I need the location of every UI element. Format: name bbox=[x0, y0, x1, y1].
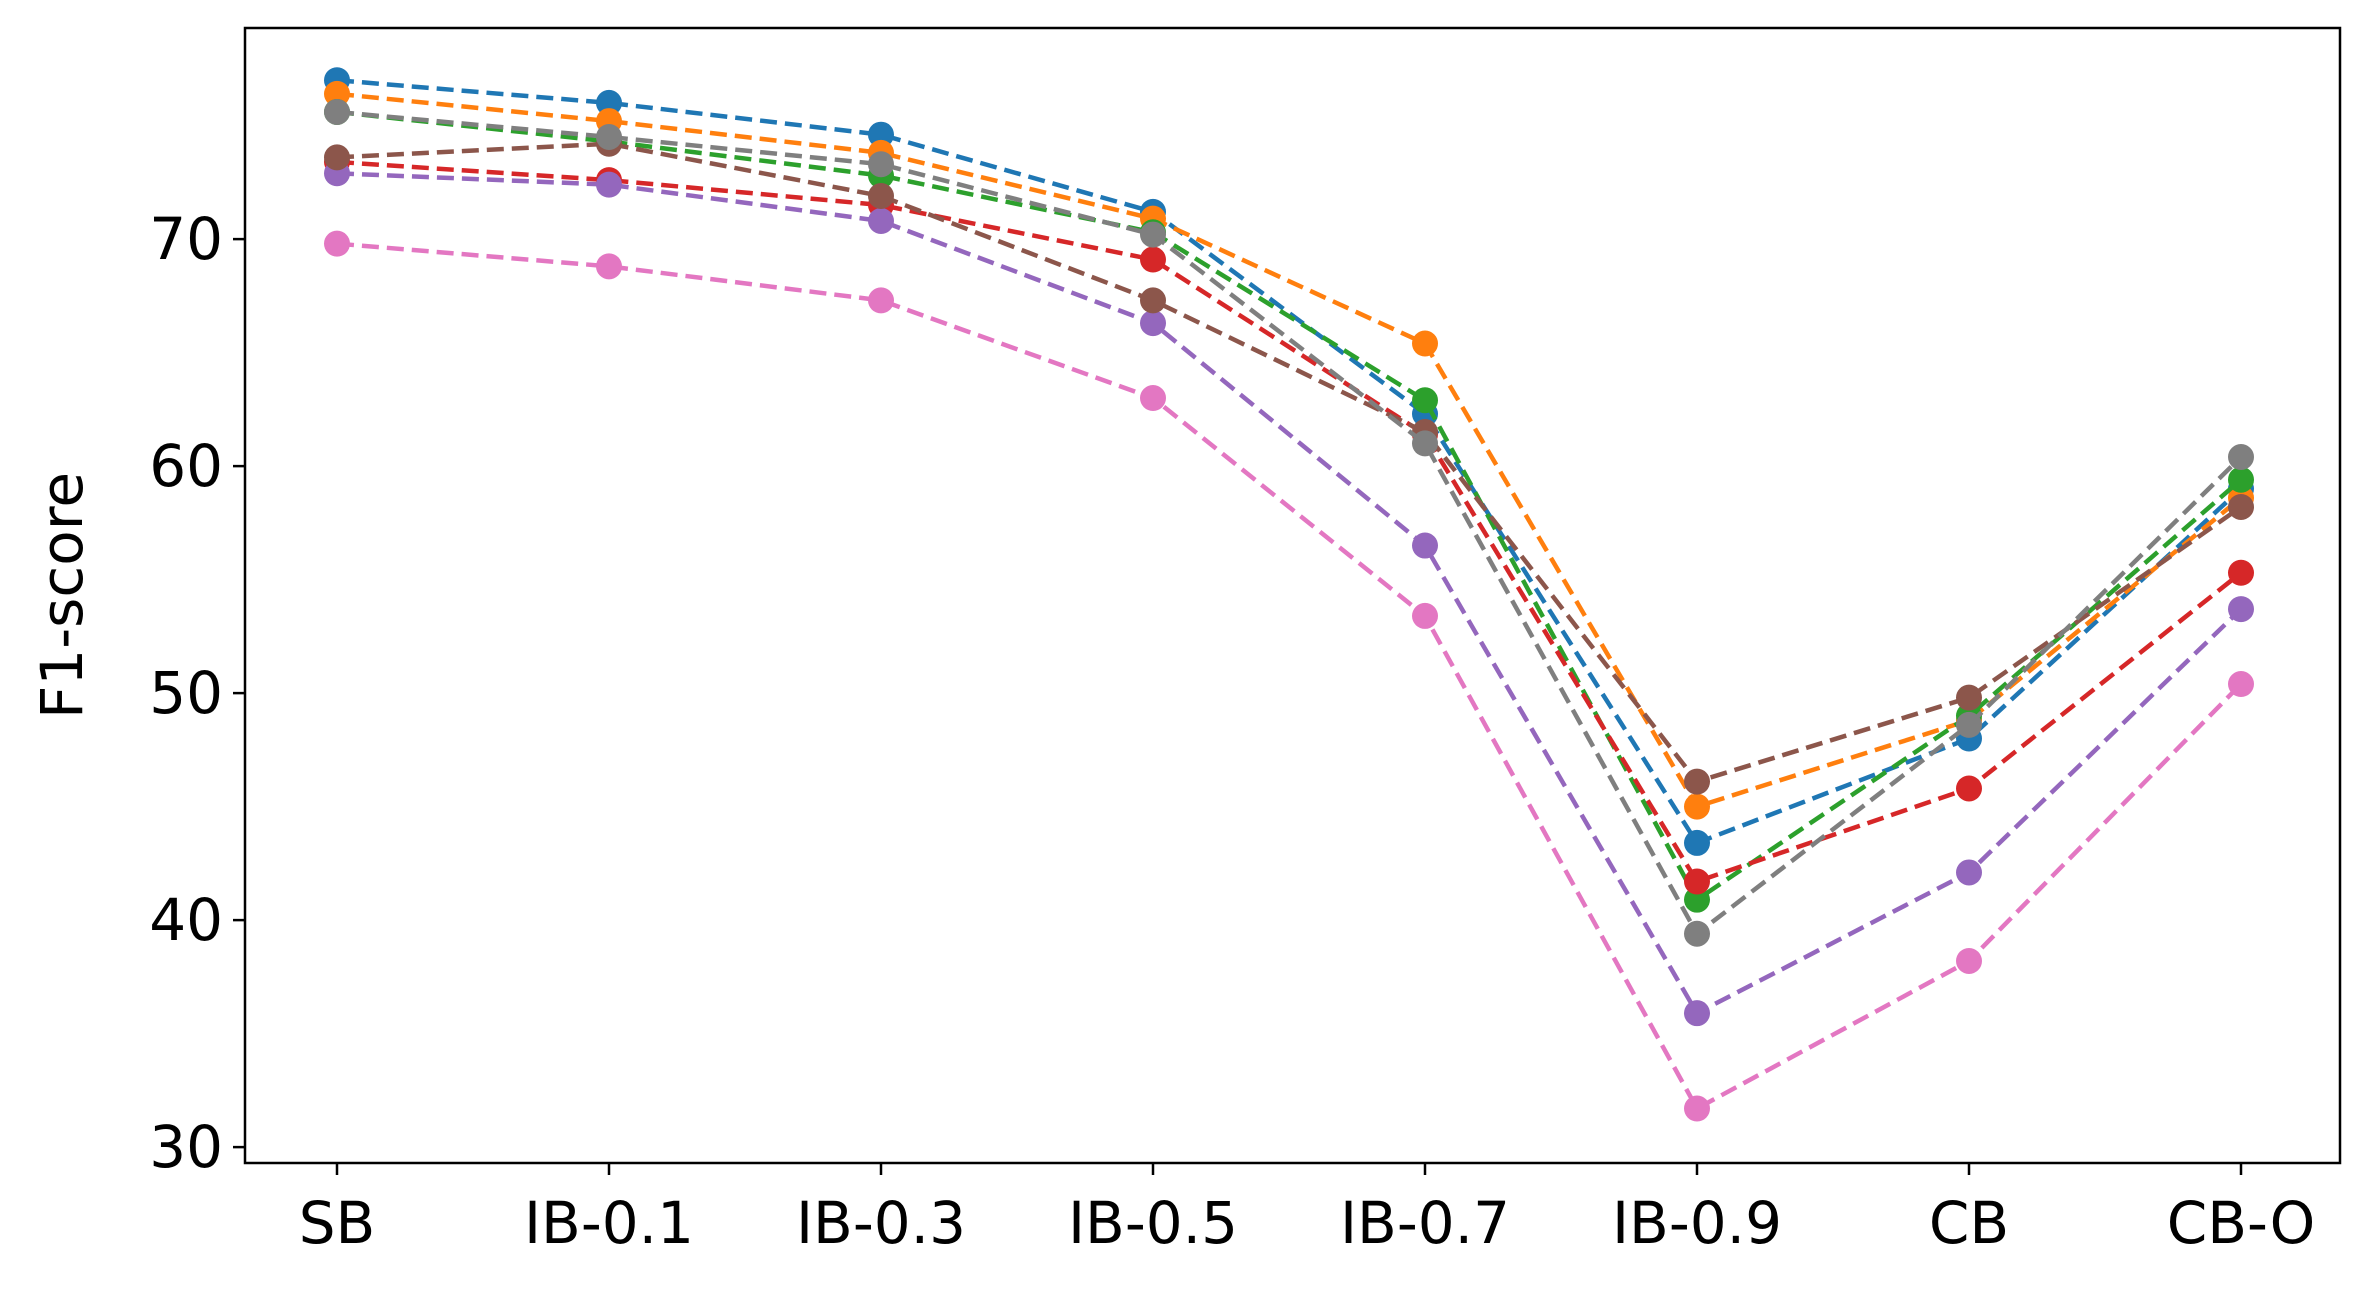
data-point bbox=[2228, 559, 2254, 586]
series-line bbox=[336, 171, 2243, 1017]
series-line bbox=[336, 241, 2243, 1112]
data-point bbox=[868, 121, 894, 148]
y-tick-label: 70 bbox=[149, 205, 223, 273]
data-point bbox=[1684, 1000, 1710, 1027]
series-6 bbox=[324, 130, 2254, 795]
data-point bbox=[1412, 602, 1438, 629]
data-point bbox=[1140, 246, 1166, 273]
data-point bbox=[868, 182, 894, 209]
data-point bbox=[1412, 532, 1438, 559]
series-line bbox=[336, 109, 2243, 938]
series-5 bbox=[324, 160, 2254, 1027]
data-point bbox=[2228, 444, 2254, 471]
x-tick-label: IB-0.1 bbox=[524, 1189, 694, 1257]
data-point bbox=[324, 98, 350, 125]
data-point bbox=[1684, 829, 1710, 856]
data-point bbox=[1956, 711, 1982, 738]
series-line bbox=[336, 141, 2243, 785]
data-point bbox=[324, 80, 350, 107]
x-tick-label: SB bbox=[299, 1189, 376, 1257]
y-axis-title: F1-score bbox=[28, 472, 96, 719]
y-tick-label: 30 bbox=[149, 1113, 223, 1181]
series-group bbox=[324, 67, 2254, 1122]
x-axis-ticks: SB IB-0.1 IB-0.3 IB-0.5 IB-0.7 IB-0.9 CB CB-O bbox=[299, 1163, 2315, 1257]
x-tick-label: IB-0.3 bbox=[796, 1189, 966, 1257]
data-point bbox=[1956, 947, 1982, 974]
series-8 bbox=[324, 98, 2254, 947]
series-7 bbox=[324, 230, 2254, 1122]
series-line bbox=[336, 91, 2243, 810]
data-point bbox=[1140, 385, 1166, 412]
x-tick-label: IB-0.9 bbox=[1612, 1189, 1782, 1257]
data-point bbox=[596, 171, 622, 198]
data-point bbox=[1684, 868, 1710, 895]
data-point bbox=[1684, 886, 1710, 913]
data-point bbox=[1684, 768, 1710, 795]
data-point bbox=[868, 287, 894, 314]
data-point bbox=[1412, 430, 1438, 457]
data-point bbox=[596, 123, 622, 150]
y-tick-label: 40 bbox=[149, 886, 223, 954]
data-point bbox=[324, 230, 350, 257]
y-tick-label: 50 bbox=[149, 659, 223, 727]
data-point bbox=[1956, 859, 1982, 886]
data-point bbox=[2228, 671, 2254, 698]
data-point bbox=[1140, 221, 1166, 248]
data-point bbox=[868, 151, 894, 178]
data-point bbox=[1956, 775, 1982, 802]
y-axis-ticks: 30 40 50 60 70 bbox=[149, 205, 245, 1181]
data-point bbox=[1140, 310, 1166, 337]
data-point bbox=[1956, 684, 1982, 711]
series-line bbox=[336, 77, 2243, 846]
data-point bbox=[1684, 1095, 1710, 1122]
data-point bbox=[324, 144, 350, 171]
x-tick-label: CB bbox=[1929, 1189, 2009, 1257]
data-point bbox=[1412, 387, 1438, 414]
data-point bbox=[1684, 920, 1710, 947]
y-tick-label: 60 bbox=[149, 432, 223, 500]
data-point bbox=[1684, 793, 1710, 820]
data-point bbox=[2228, 596, 2254, 623]
data-point bbox=[596, 253, 622, 280]
plot-frame bbox=[243, 26, 2342, 1165]
data-point bbox=[1412, 330, 1438, 357]
series-line bbox=[336, 109, 2243, 903]
data-point bbox=[2228, 493, 2254, 520]
x-tick-label: IB-0.5 bbox=[1068, 1189, 1238, 1257]
data-point bbox=[596, 89, 622, 116]
x-tick-label: CB-O bbox=[2167, 1189, 2315, 1257]
data-point bbox=[2228, 466, 2254, 493]
series-line bbox=[336, 159, 2243, 885]
x-tick-label: IB-0.7 bbox=[1340, 1189, 1510, 1257]
data-point bbox=[1140, 287, 1166, 314]
data-point bbox=[868, 207, 894, 234]
